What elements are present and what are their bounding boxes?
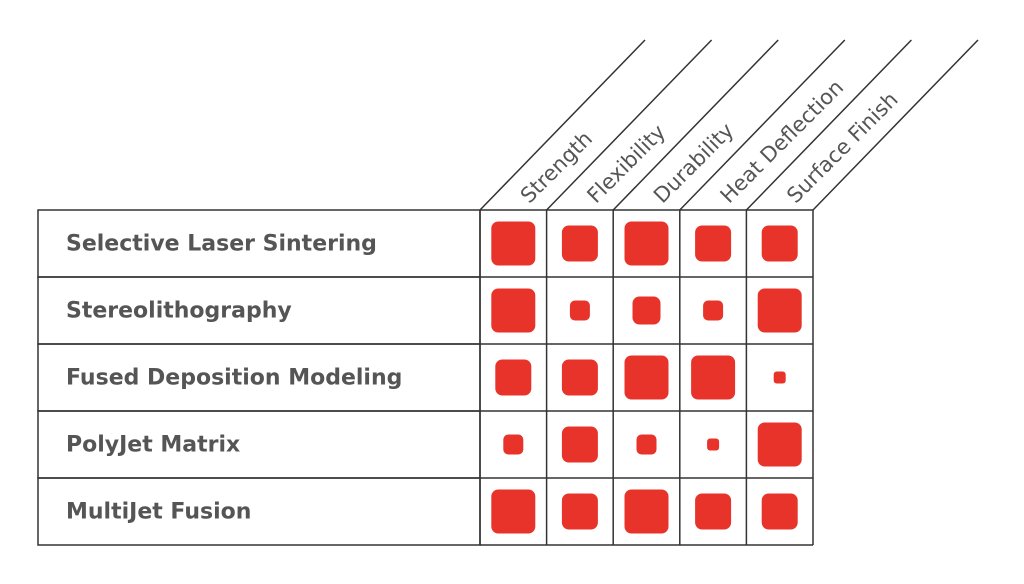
rating-square [632, 296, 661, 325]
rating-square [491, 288, 536, 333]
row-label: Selective Laser Sintering [66, 232, 377, 257]
header-divider [546, 39, 713, 211]
rating-square [569, 300, 590, 321]
rating-square [761, 493, 798, 530]
rating-square [695, 493, 732, 530]
rating-square [707, 438, 720, 451]
row-label: Fused Deposition Modeling [66, 366, 402, 391]
rating-square [624, 489, 669, 534]
header-divider [745, 39, 912, 211]
column-header: Strength [516, 127, 597, 208]
rating-square [561, 426, 598, 463]
rating-square [624, 355, 669, 400]
header-divider [679, 39, 846, 211]
rating-square [495, 359, 532, 396]
rating-square [561, 493, 598, 530]
rating-square [761, 225, 798, 262]
rating-square [757, 288, 802, 333]
rating-square [561, 225, 598, 262]
row-label: Stereolithography [66, 299, 292, 324]
rating-square [757, 422, 802, 467]
header-divider [479, 39, 646, 211]
column-header: Heat Deflection [716, 75, 849, 208]
rating-square [703, 300, 724, 321]
rating-square [503, 434, 524, 455]
rating-square [491, 489, 536, 534]
rating-square [636, 434, 657, 455]
rating-square [491, 221, 536, 266]
rating-square [773, 371, 786, 384]
header-divider [612, 39, 779, 211]
header-divider [812, 39, 979, 211]
rating-square [695, 225, 732, 262]
row-label: MultiJet Fusion [66, 500, 251, 525]
row-label: PolyJet Matrix [66, 433, 240, 458]
rating-square [624, 221, 669, 266]
rating-square [691, 355, 736, 400]
rating-square [561, 359, 598, 396]
